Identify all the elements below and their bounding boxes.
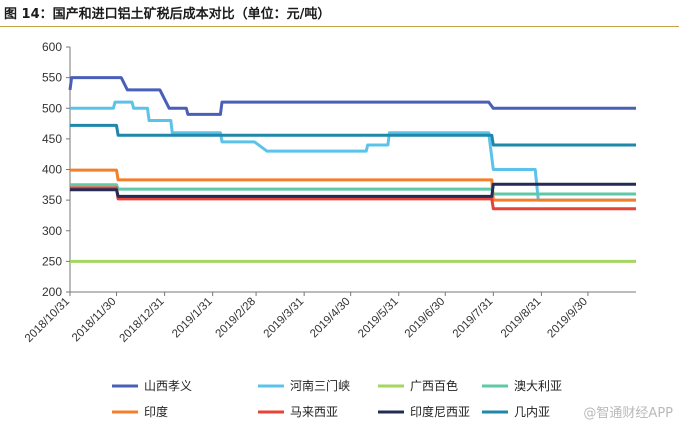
x-tick-label: 2018/11/30 bbox=[70, 296, 119, 345]
legend-label: 山西孝义 bbox=[144, 379, 192, 393]
legend-label: 马来西亚 bbox=[290, 405, 338, 419]
x-tick-label: 2018/12/31 bbox=[118, 296, 167, 345]
title-bar: 图 14：国产和进口铝土矿税后成本对比（单位：元/吨） bbox=[0, 0, 679, 27]
y-tick-label: 250 bbox=[42, 254, 62, 268]
legend-label: 河南三门峡 bbox=[290, 378, 350, 393]
watermark: @智通财经APP bbox=[583, 406, 673, 421]
series-line bbox=[68, 76, 636, 116]
x-tick-label: 2019/6/30 bbox=[403, 296, 448, 341]
legend-label: 几内亚 bbox=[514, 405, 550, 419]
y-tick-label: 200 bbox=[42, 285, 62, 299]
y-tick-label: 400 bbox=[42, 163, 62, 177]
legend-label: 印度 bbox=[144, 404, 168, 419]
legend-label: 澳大利亚 bbox=[514, 379, 562, 393]
chart-series bbox=[68, 76, 636, 263]
y-tick-label: 450 bbox=[42, 132, 62, 146]
x-tick-label: 2019/3/31 bbox=[262, 296, 307, 341]
x-tick-label: 2019/5/31 bbox=[356, 296, 401, 341]
legend-label: 广西百色 bbox=[410, 379, 458, 393]
y-tick-label: 300 bbox=[42, 224, 62, 238]
x-tick-label: 2019/4/30 bbox=[308, 296, 353, 341]
x-tick-label: 2019/2/28 bbox=[214, 296, 259, 341]
chart-title: 图 14：国产和进口铝土矿税后成本对比（单位：元/吨） bbox=[4, 7, 331, 22]
x-tick-label: 2019/7/31 bbox=[451, 296, 496, 341]
y-tick-label: 600 bbox=[42, 40, 62, 54]
series-line bbox=[70, 182, 636, 198]
y-tick-label: 350 bbox=[42, 193, 62, 207]
x-tick-label: 2018/10/31 bbox=[23, 296, 72, 345]
series-line bbox=[70, 123, 636, 147]
series-line bbox=[70, 186, 636, 211]
x-tick-label: 2019/1/31 bbox=[170, 296, 215, 341]
chart-axes: 2002503003504004505005506002018/10/31201… bbox=[23, 40, 636, 345]
series-line bbox=[70, 168, 636, 202]
x-tick-label: 2019/9/30 bbox=[545, 296, 590, 341]
series-line bbox=[70, 183, 636, 196]
y-tick-label: 500 bbox=[42, 101, 62, 115]
y-tick-label: 550 bbox=[42, 71, 62, 85]
x-tick-label: 2019/8/31 bbox=[499, 296, 544, 341]
legend-label: 印度尼西亚 bbox=[410, 404, 470, 419]
series-line bbox=[70, 100, 636, 202]
